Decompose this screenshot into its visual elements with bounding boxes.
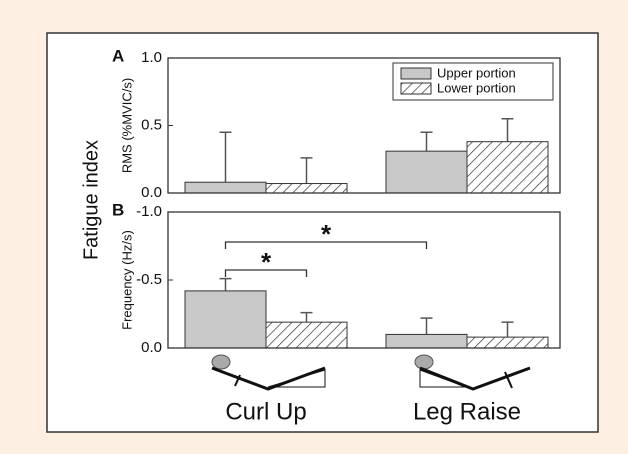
- significance-star: *: [261, 247, 272, 277]
- panel-label: A: [112, 46, 124, 65]
- bar: [386, 151, 467, 193]
- x-tick-label: Curl Up: [225, 398, 306, 425]
- legend-swatch: [401, 68, 431, 79]
- legend-label: Upper portion: [437, 65, 516, 80]
- legend-label: Lower portion: [437, 80, 516, 95]
- y-tick-label: 0.0: [141, 184, 162, 201]
- y-tick-label: 0.0: [141, 339, 162, 356]
- shared-y-label: Fatigue index: [80, 140, 102, 260]
- page: Fatigue index 0.0 0.5 1.0 A RMS (%MVIC/s) Upp…: [0, 0, 628, 454]
- y-axis-label: RMS (%MVIC/s): [119, 78, 134, 173]
- y-tick-label: -0.5: [136, 271, 162, 288]
- bar: [266, 322, 347, 348]
- bar: [185, 291, 266, 348]
- panel-label: B: [112, 200, 124, 219]
- y-tick-label: 1.0: [141, 49, 162, 66]
- bar: [467, 142, 548, 193]
- x-tick-label: Leg Raise: [413, 398, 521, 425]
- bar: [266, 184, 347, 193]
- y-tick-label: -1.0: [136, 203, 162, 220]
- bar: [467, 337, 548, 348]
- y-tick-label: 0.5: [141, 116, 162, 133]
- legend-swatch: [401, 83, 431, 94]
- chart: Fatigue index 0.0 0.5 1.0 A RMS (%MVIC/s) Upp…: [0, 0, 628, 454]
- bar: [185, 182, 266, 193]
- significance-star: *: [321, 219, 332, 249]
- y-axis-label: Frequency (Hz/s): [119, 230, 134, 330]
- bar: [386, 334, 467, 348]
